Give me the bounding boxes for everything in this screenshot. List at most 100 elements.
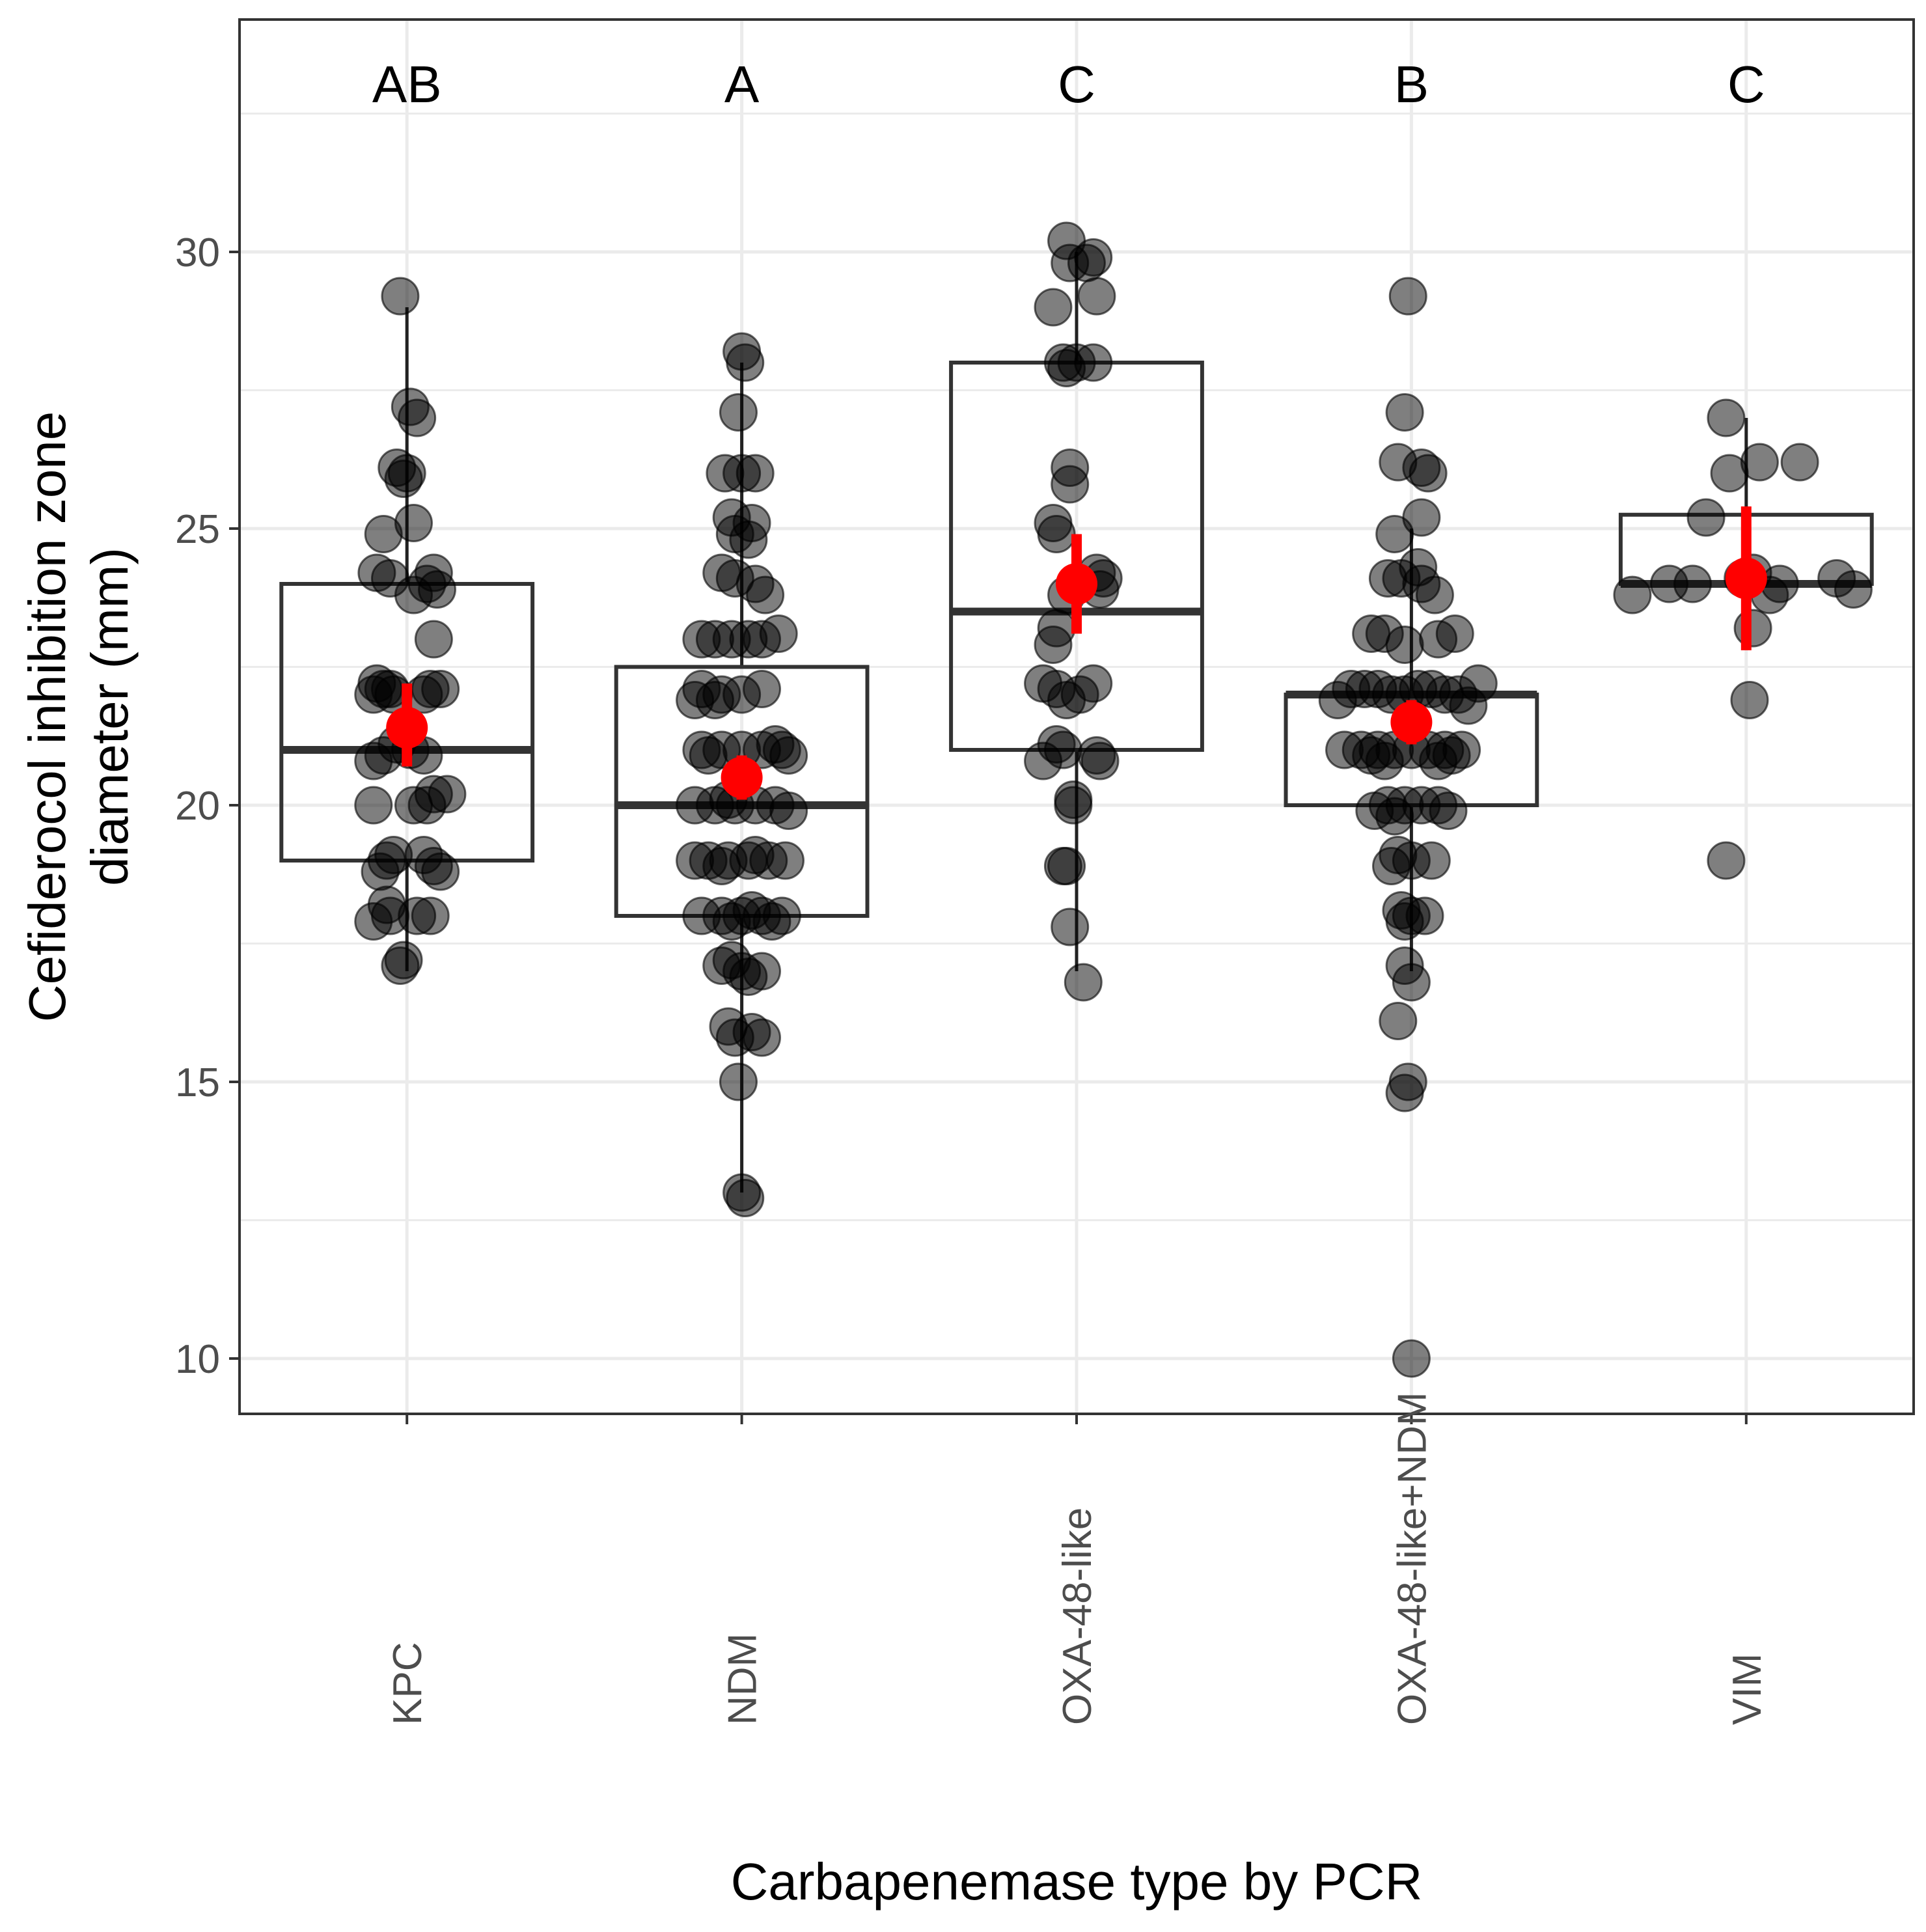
x-tick-label: NDM <box>721 1633 765 1725</box>
data-point <box>1686 498 1726 537</box>
data-point <box>411 896 450 935</box>
data-point <box>1372 847 1411 885</box>
data-point <box>702 847 741 885</box>
data-point <box>732 891 771 930</box>
data-point <box>1375 515 1414 553</box>
data-point <box>1613 575 1652 614</box>
data-point <box>381 277 420 316</box>
data-point <box>736 836 775 874</box>
data-point <box>1047 847 1086 885</box>
data-point <box>1385 1073 1424 1112</box>
data-point <box>769 736 808 775</box>
data-point <box>1429 792 1468 830</box>
x-axis-title: Carbapenemase type by PCR <box>731 1853 1423 1911</box>
y-axis-title-line1: Cefiderocol inhibition zone <box>18 411 76 1022</box>
data-point <box>1412 841 1451 880</box>
data-point <box>1051 465 1090 504</box>
data-point <box>1733 609 1772 648</box>
data-point <box>354 741 393 780</box>
data-point <box>1419 741 1458 780</box>
data-point <box>1710 454 1749 493</box>
data-point <box>398 398 437 437</box>
y-axis-title-line2: diameter (mm) <box>81 547 139 886</box>
data-point <box>726 1179 765 1217</box>
data-point <box>695 681 734 719</box>
data-point <box>414 620 453 659</box>
significance-letter-layer: AB A C B C <box>372 55 1765 113</box>
data-point <box>1034 626 1073 664</box>
data-point <box>712 941 751 980</box>
data-point <box>719 393 758 432</box>
data-point <box>729 520 768 559</box>
data-point <box>1392 963 1431 1002</box>
data-point <box>1707 841 1746 880</box>
data-point <box>746 575 785 614</box>
data-point <box>1388 277 1427 316</box>
data-point <box>354 786 393 825</box>
data-point <box>1080 741 1120 780</box>
data-point <box>1385 902 1424 941</box>
significance-letter: B <box>1394 55 1429 113</box>
data-point <box>1780 443 1819 482</box>
data-point <box>726 343 765 382</box>
data-point <box>1409 454 1448 493</box>
data-point <box>407 786 447 825</box>
x-tick-label: OXA-48-like <box>1055 1508 1100 1725</box>
mean-point <box>1725 557 1767 600</box>
x-tick-label: VIM <box>1725 1653 1770 1725</box>
y-axis-title: Cefiderocol inhibition zone diameter (mm… <box>18 411 139 1022</box>
data-point <box>1047 681 1086 719</box>
data-point <box>759 614 798 653</box>
data-point <box>421 852 460 891</box>
data-point <box>1051 907 1090 946</box>
y-tick-label: 20 <box>175 784 220 829</box>
data-point <box>1707 398 1746 437</box>
mean-point <box>721 756 763 799</box>
mean-point <box>386 707 428 749</box>
significance-letter: A <box>724 55 760 113</box>
x-tick-label: KPC <box>385 1642 430 1725</box>
significance-letter: AB <box>372 55 442 113</box>
data-point <box>1074 238 1113 277</box>
data-point <box>1037 515 1076 553</box>
x-axis: KPC NDM OXA-48-like OXA-48-like+NDM VIM <box>385 1392 1770 1725</box>
data-point <box>719 1062 758 1101</box>
mean-point <box>1390 701 1433 743</box>
point-layer <box>354 221 1873 1378</box>
data-point <box>1379 1002 1418 1040</box>
data-point <box>1024 741 1063 780</box>
data-point <box>1834 570 1873 609</box>
mean-layer <box>386 506 1767 800</box>
data-point <box>1730 681 1769 719</box>
data-point <box>1449 686 1488 725</box>
significance-letter: C <box>1727 55 1765 113</box>
data-point <box>1392 1339 1431 1378</box>
mean-point <box>1056 563 1097 605</box>
data-point <box>736 454 775 493</box>
data-point <box>1064 963 1103 1002</box>
data-point <box>742 1018 781 1057</box>
data-point <box>1365 741 1404 780</box>
data-point <box>364 515 403 553</box>
data-point <box>1054 786 1093 825</box>
data-point <box>1318 681 1357 719</box>
data-point <box>1047 349 1086 387</box>
data-point <box>1435 614 1474 653</box>
x-tick-label: OXA-48-like+NDM <box>1390 1392 1435 1725</box>
data-point <box>1375 797 1414 836</box>
y-tick-label: 10 <box>175 1337 220 1382</box>
y-tick-label: 30 <box>175 230 220 275</box>
y-axis: 10 15 20 25 30 <box>175 230 240 1382</box>
data-point <box>689 736 728 775</box>
data-point <box>769 792 808 830</box>
data-point <box>1077 277 1116 316</box>
data-point <box>1649 564 1688 603</box>
significance-letter: C <box>1058 55 1095 113</box>
data-point <box>384 460 423 498</box>
data-point <box>742 670 781 708</box>
y-tick-label: 25 <box>175 507 220 552</box>
data-point <box>394 575 433 614</box>
y-tick-label: 15 <box>175 1060 220 1105</box>
data-point <box>361 852 400 891</box>
